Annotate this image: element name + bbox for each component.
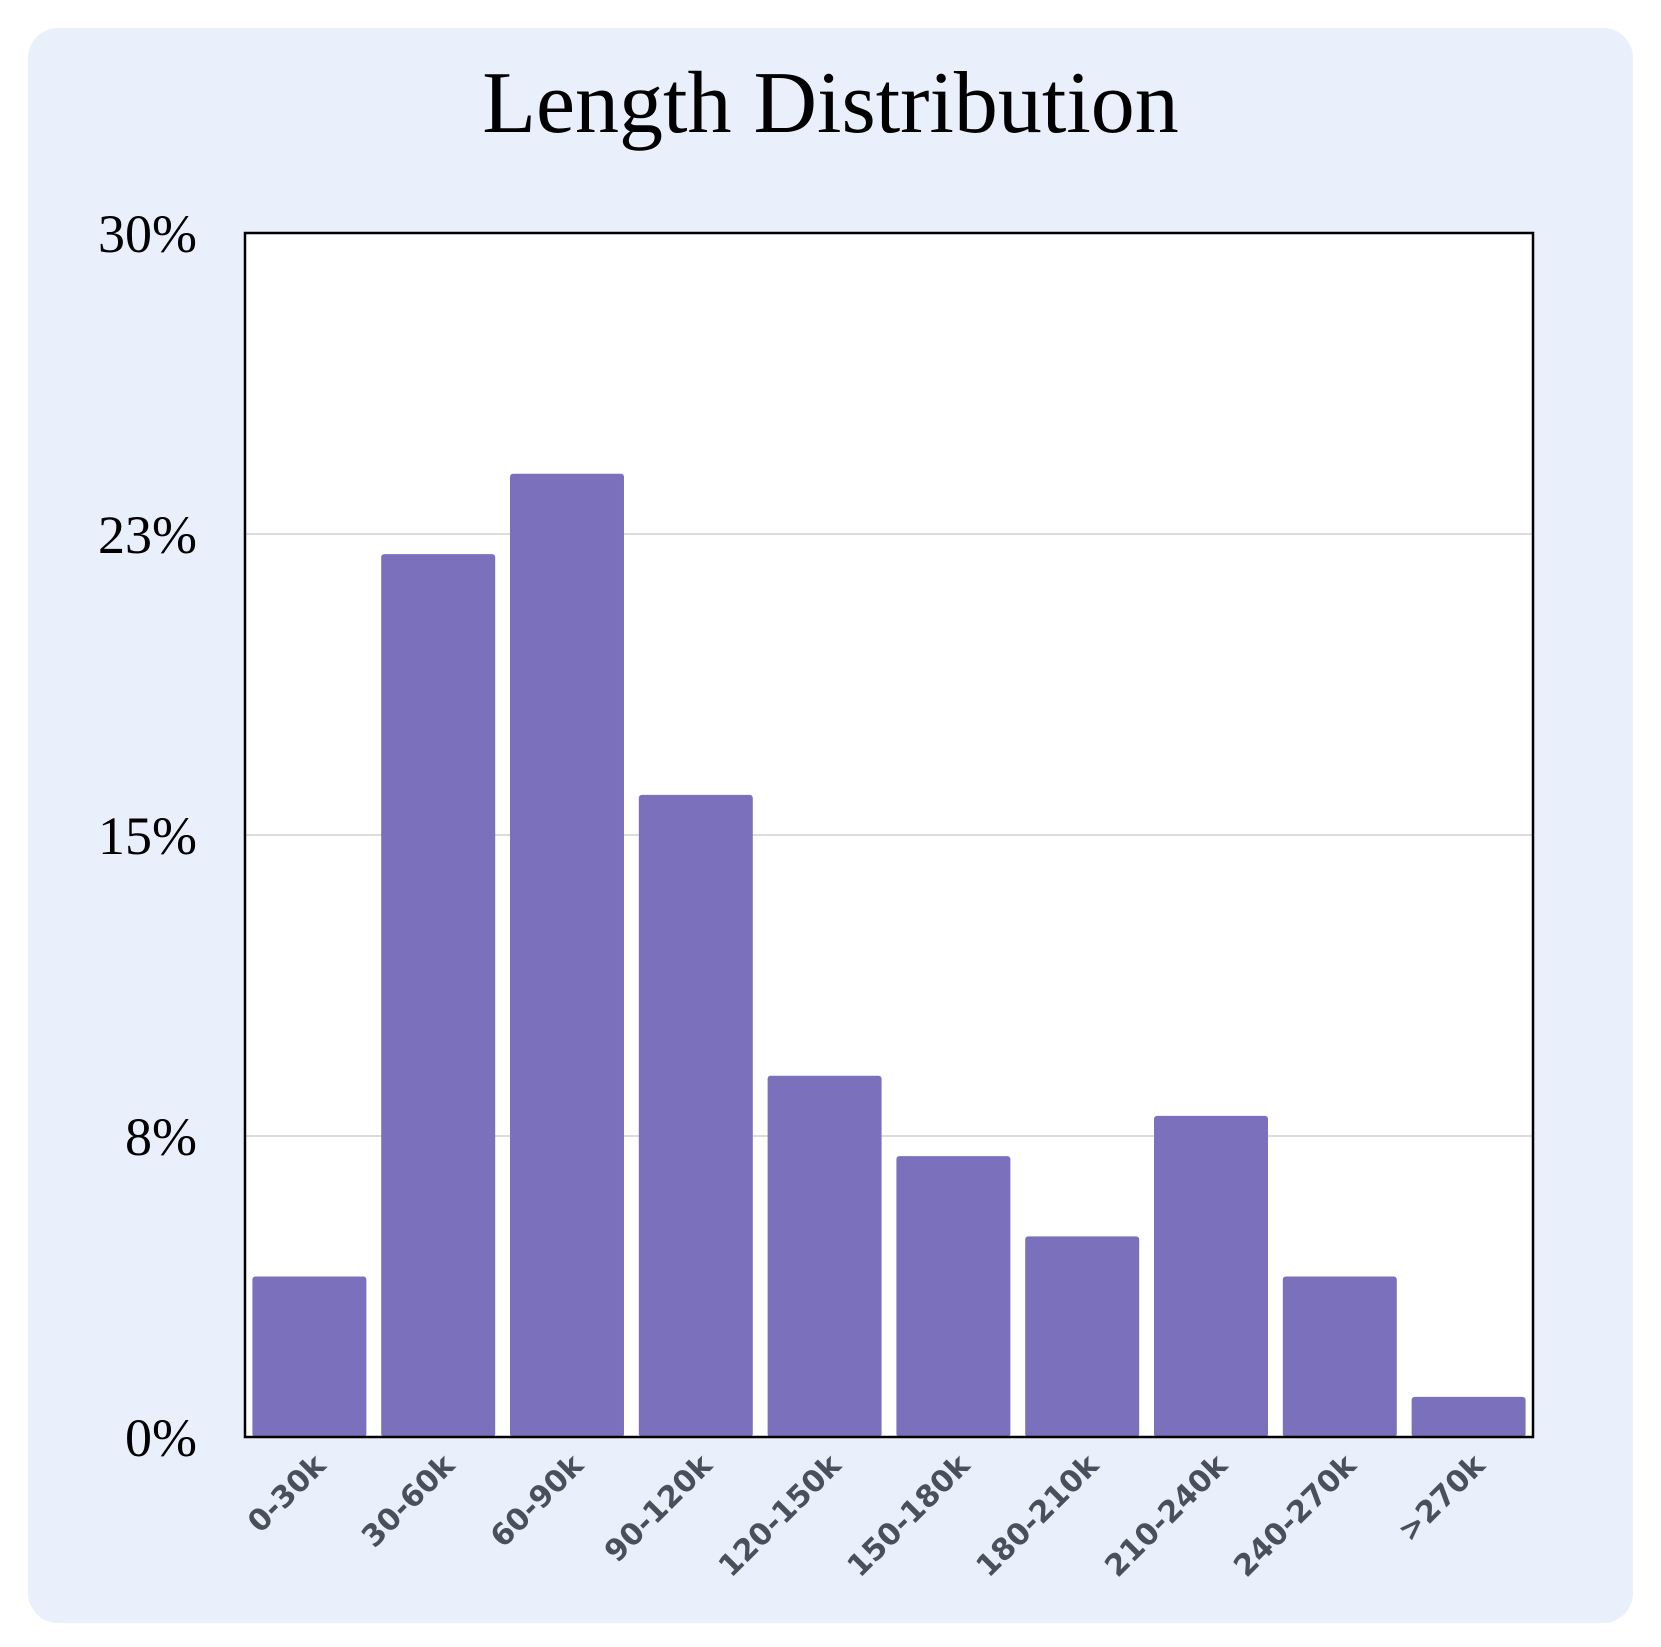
bar->270k — [1411, 1396, 1526, 1437]
x-tick-label: 180-210k — [970, 1447, 1107, 1584]
bars — [252, 473, 1526, 1437]
x-tick-label: 90-120k — [598, 1447, 720, 1569]
x-tick-label: 210-240k — [1098, 1447, 1235, 1584]
y-axis-ticks: 0% 8% 15% 23% 30% — [98, 204, 197, 1468]
bar-0-30k — [252, 1276, 367, 1437]
bar-150-180k — [896, 1156, 1011, 1437]
x-tick-label: 0-30k — [241, 1447, 334, 1540]
bar-240-270k — [1282, 1276, 1397, 1437]
y-tick-label: 8% — [125, 1107, 197, 1167]
bar-60-90k — [510, 473, 624, 1437]
x-tick-label: 30-60k — [355, 1447, 462, 1554]
bar-90-120k — [638, 794, 753, 1437]
x-tick-label: 120-150k — [712, 1447, 849, 1584]
chart-title: Length Distribution — [482, 55, 1179, 152]
y-tick-label: 0% — [125, 1408, 197, 1468]
bar-120-150k — [767, 1075, 882, 1437]
y-tick-label: 15% — [98, 806, 197, 866]
plot-frame — [243, 231, 1535, 1439]
x-tick-label: 150-180k — [841, 1447, 978, 1584]
y-tick-label: 23% — [98, 505, 197, 565]
x-tick-label: 60-90k — [484, 1447, 591, 1554]
bar-210-240k — [1154, 1115, 1268, 1437]
x-axis-ticks: 0-30k 30-60k 60-90k 90-120k120-150k150-180k… — [241, 1447, 1493, 1584]
x-tick-label: 240-270k — [1227, 1447, 1364, 1584]
bar-180-210k — [1025, 1236, 1140, 1437]
bar-30-60k — [381, 554, 496, 1437]
y-tick-label: 30% — [98, 204, 197, 264]
x-tick-label: >270k — [1391, 1447, 1493, 1549]
